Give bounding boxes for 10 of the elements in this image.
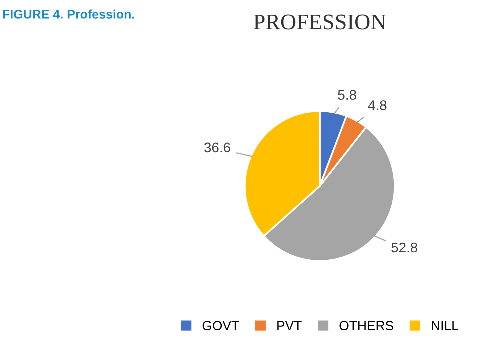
legend-label: NILL: [432, 321, 458, 330]
data-label: 52.8: [392, 242, 418, 253]
data-label: 5.8: [338, 90, 356, 100]
caption: FIGURE 4. Profession.: [3, 10, 134, 19]
data-label: 4.8: [368, 100, 387, 110]
legend-label: PVT: [278, 321, 302, 330]
legend-label: OTHERS: [340, 321, 394, 331]
data-label: 36.6: [204, 142, 230, 153]
legend-label: GOVT: [202, 321, 240, 331]
chart-title: PROFESSION: [254, 14, 386, 30]
